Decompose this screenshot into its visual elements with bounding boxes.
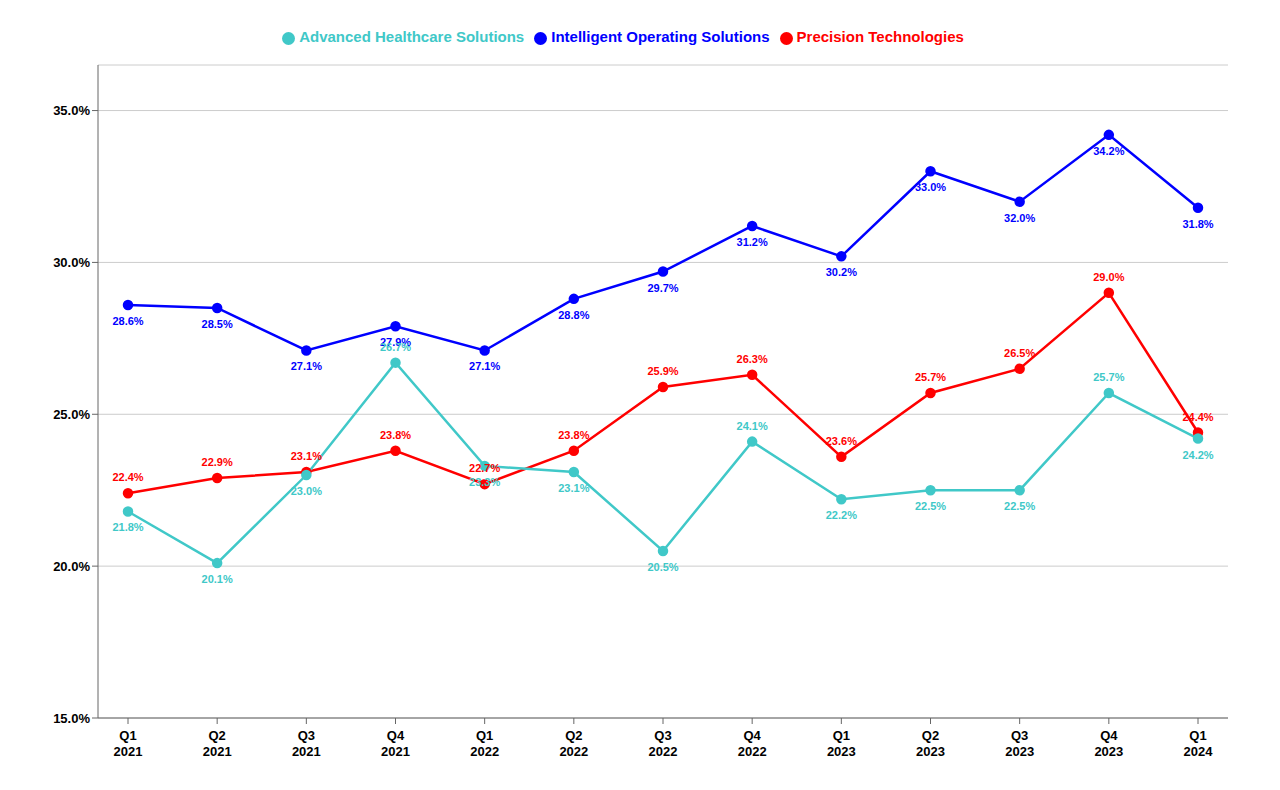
svg-text:Q22023: Q22023	[916, 728, 945, 759]
svg-text:27.1%: 27.1%	[291, 360, 322, 372]
svg-text:23.3%: 23.3%	[469, 476, 500, 488]
svg-text:29.7%: 29.7%	[647, 282, 678, 294]
svg-text:22.5%: 22.5%	[1004, 500, 1035, 512]
svg-text:22.7%: 22.7%	[469, 462, 500, 474]
svg-text:23.1%: 23.1%	[291, 450, 322, 462]
svg-text:Q42021: Q42021	[381, 728, 410, 759]
svg-text:23.1%: 23.1%	[558, 482, 589, 494]
svg-text:28.6%: 28.6%	[112, 315, 143, 327]
svg-text:Q12022: Q12022	[470, 728, 499, 759]
svg-text:Q32023: Q32023	[1005, 728, 1034, 759]
svg-text:22.5%: 22.5%	[915, 500, 946, 512]
svg-text:Q12024: Q12024	[1184, 728, 1214, 759]
svg-text:20.5%: 20.5%	[647, 561, 678, 573]
svg-text:25.9%: 25.9%	[647, 365, 678, 377]
svg-text:32.0%: 32.0%	[1004, 212, 1035, 224]
svg-text:26.7%: 26.7%	[380, 341, 411, 353]
svg-text:31.8%: 31.8%	[1182, 218, 1213, 230]
svg-text:15.0%: 15.0%	[53, 711, 90, 726]
html-text:Advanced Healthcare Solutions: Advanced Healthcare Solutions	[299, 28, 525, 45]
svg-text:23.8%: 23.8%	[380, 429, 411, 441]
html-text:Precision Technologies: Precision Technologies	[796, 28, 964, 45]
svg-text:27.1%: 27.1%	[469, 360, 500, 372]
svg-text:30.0%: 30.0%	[53, 255, 90, 270]
svg-text:22.9%: 22.9%	[202, 456, 233, 468]
svg-text:Q42023: Q42023	[1094, 728, 1123, 759]
svg-text:22.4%: 22.4%	[112, 471, 143, 483]
svg-text:Q32022: Q32022	[649, 728, 678, 759]
svg-text:35.0%: 35.0%	[53, 103, 90, 118]
svg-text:23.6%: 23.6%	[826, 435, 857, 447]
svg-text:24.4%: 24.4%	[1182, 411, 1213, 423]
svg-text:29.0%: 29.0%	[1093, 271, 1124, 283]
svg-text:Q12021: Q12021	[114, 728, 143, 759]
svg-text:33.0%: 33.0%	[915, 181, 946, 193]
svg-text:22.2%: 22.2%	[826, 509, 857, 521]
svg-text:26.3%: 26.3%	[737, 353, 768, 365]
svg-text:28.5%: 28.5%	[202, 318, 233, 330]
svg-text:23.0%: 23.0%	[291, 485, 322, 497]
svg-text:Q22021: Q22021	[203, 728, 232, 759]
svg-text:31.2%: 31.2%	[737, 236, 768, 248]
svg-text:Q22022: Q22022	[559, 728, 588, 759]
svg-text:26.5%: 26.5%	[1004, 347, 1035, 359]
svg-text:Q42022: Q42022	[738, 728, 767, 759]
svg-text:34.2%: 34.2%	[1093, 145, 1124, 157]
svg-text:25.0%: 25.0%	[53, 407, 90, 422]
svg-text:Q12023: Q12023	[827, 728, 856, 759]
svg-text:21.8%: 21.8%	[112, 521, 143, 533]
svg-text:24.1%: 24.1%	[737, 420, 768, 432]
svg-text:Q32021: Q32021	[292, 728, 321, 759]
svg-text:20.1%: 20.1%	[202, 573, 233, 585]
svg-text:20.0%: 20.0%	[53, 559, 90, 574]
svg-text:23.8%: 23.8%	[558, 429, 589, 441]
svg-text:24.2%: 24.2%	[1182, 449, 1213, 461]
svg-text:28.8%: 28.8%	[558, 309, 589, 321]
html-text:Intelligent Operating Solution: Intelligent Operating Solutions	[551, 28, 770, 45]
svg-text:25.7%: 25.7%	[915, 371, 946, 383]
svg-text:25.7%: 25.7%	[1093, 371, 1124, 383]
svg-text:30.2%: 30.2%	[826, 266, 857, 278]
